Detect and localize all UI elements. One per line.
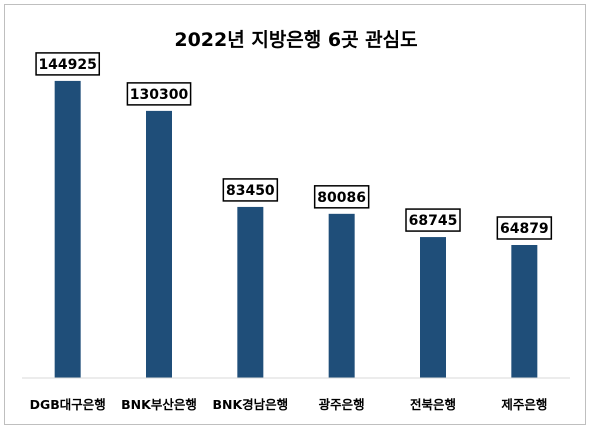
data-label-box-2 [126,82,192,106]
data-label-box-3 [222,178,279,202]
bar-6 [511,244,538,378]
data-label-box-5 [405,208,461,232]
data-label-3: 83450 [226,183,275,199]
bar-group [54,80,538,378]
category-label-4: 광주은행 [319,397,365,412]
data-label-4: 80086 [317,190,366,206]
category-label-2: BNK부산은행 [121,397,197,412]
bar-3 [237,206,264,378]
data-label-1: 144925 [38,57,96,73]
bar-4 [328,213,355,378]
category-label-1: DGB대구은행 [30,397,106,412]
chart-title: 2022년 지방은행 6곳 관심도 [174,29,417,51]
data-label-5: 68745 [409,213,458,229]
data-label-6: 64879 [500,221,549,237]
category-label-group: DGB대구은행 BNK부산은행 BNK경남은행 광주은행 전북은행 제주은행 [30,397,548,412]
category-label-6: 제주은행 [501,397,547,412]
chart-frame [4,4,586,425]
data-label-box-1 [35,52,101,76]
data-label-2: 130300 [130,87,189,103]
data-label-box-4 [313,185,370,209]
bar-5 [420,237,446,378]
data-label-group: 144925 130300 83450 80086 68745 64879 [35,52,553,240]
category-label-5: 전북은행 [410,397,456,412]
data-label-box-6 [496,216,553,240]
bar-2 [146,110,172,378]
bar-1 [54,80,81,378]
category-label-3: BNK경남은행 [212,397,288,412]
